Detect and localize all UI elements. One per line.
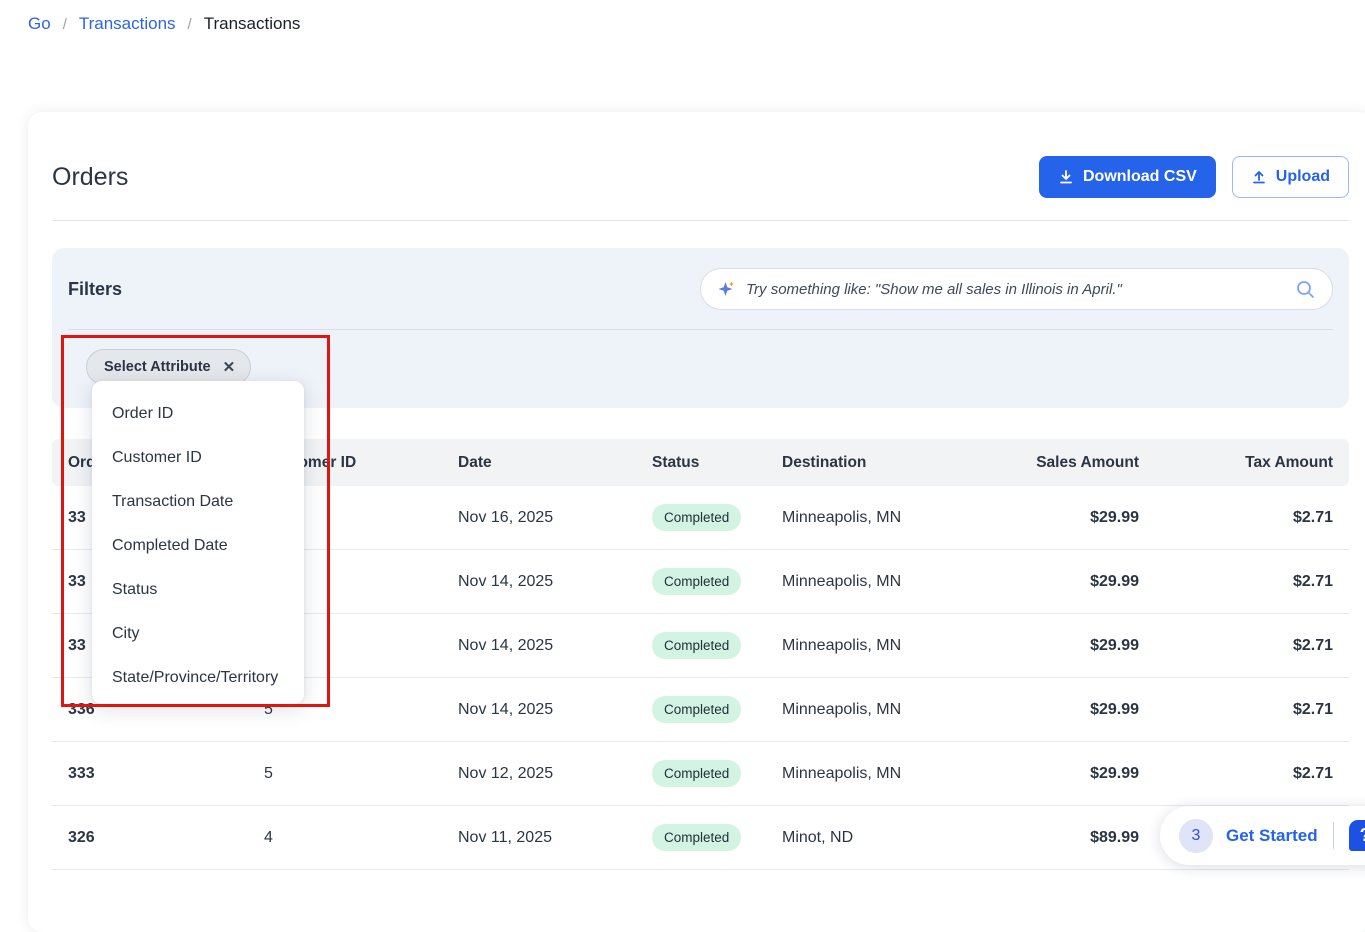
download-icon [1058, 169, 1074, 185]
table-row[interactable]: 33 Nov 14, 2025 Completed Minneapolis, M… [52, 550, 1349, 614]
table-row[interactable]: 333 5 Nov 12, 2025 Completed Minneapolis… [52, 742, 1349, 806]
attribute-dropdown-menu: Order ID Customer ID Transaction Date Co… [92, 381, 304, 704]
help-icon[interactable]: ? [1348, 820, 1365, 851]
card-header: Orders Download CSV Upload [52, 112, 1349, 198]
status-badge: Completed [652, 504, 742, 531]
cell-order-id: 33 [68, 572, 86, 590]
select-attribute-chip[interactable]: Select Attribute ✕ [86, 349, 252, 385]
status-badge: Completed [652, 696, 742, 723]
upload-label: Upload [1275, 168, 1330, 185]
dropdown-item-transaction-date[interactable]: Transaction Date [112, 493, 234, 510]
cell-customer-id: 5 [264, 700, 273, 718]
status-badge: Completed [652, 632, 742, 659]
cell-tax-amount: $2.71 [1292, 508, 1333, 526]
cell-date: Nov 14, 2025 [458, 572, 554, 590]
cell-order-id: 33 [68, 636, 86, 654]
status-badge: Completed [652, 760, 742, 787]
table-row[interactable]: 33 Nov 16, 2025 Completed Minneapolis, M… [52, 486, 1349, 550]
col-header-date: Date [458, 453, 492, 471]
cell-sales-amount: $29.99 [1090, 636, 1139, 654]
dropdown-item-customer-id[interactable]: Customer ID [112, 449, 202, 466]
cell-date: Nov 12, 2025 [458, 764, 554, 782]
cell-sales-amount: $29.99 [1090, 508, 1139, 526]
dropdown-item-state-province-territory[interactable]: State/Province/Territory [112, 669, 279, 686]
cell-sales-amount: $29.99 [1090, 764, 1139, 782]
filters-title: Filters [68, 278, 123, 299]
breadcrumb-link-transactions[interactable]: Transactions [78, 14, 176, 33]
cell-tax-amount: $2.71 [1292, 700, 1333, 718]
cell-tax-amount: $2.71 [1292, 636, 1333, 654]
select-attribute-label: Select Attribute [104, 359, 211, 375]
page-title: Orders [52, 162, 129, 191]
close-icon[interactable]: ✕ [222, 358, 236, 376]
search-input[interactable] [746, 280, 1285, 298]
cell-order-id: 333 [68, 764, 95, 782]
get-started-count-badge: 3 [1179, 818, 1213, 853]
col-header-tax-amount: Tax Amount [1245, 453, 1333, 471]
cell-sales-amount: $29.99 [1090, 700, 1139, 718]
dropdown-item-status[interactable]: Status [112, 581, 158, 598]
toolbar: Download CSV Upload [1039, 156, 1349, 198]
widget-divider [1332, 822, 1334, 849]
sparkle-icon [717, 280, 736, 299]
download-csv-button[interactable]: Download CSV [1039, 156, 1216, 198]
upload-button[interactable]: Upload [1231, 156, 1349, 198]
upload-icon [1251, 169, 1267, 185]
cell-destination: Minneapolis, MN [782, 572, 902, 590]
cell-order-id: 33 [68, 508, 86, 526]
cell-tax-amount: $2.71 [1292, 572, 1333, 590]
table-row[interactable]: 336 5 Nov 14, 2025 Completed Minneapolis… [52, 678, 1349, 742]
search-icon[interactable] [1295, 279, 1316, 300]
cell-sales-amount: $89.99 [1090, 828, 1139, 846]
cell-destination: Minneapolis, MN [782, 636, 902, 654]
dropdown-item-city[interactable]: City [112, 625, 140, 642]
filters-divider [68, 329, 1333, 330]
download-csv-label: Download CSV [1083, 168, 1197, 185]
col-header-status: Status [652, 453, 700, 471]
cell-date: Nov 14, 2025 [458, 636, 554, 654]
get-started-widget: 3 Get Started ? [1160, 806, 1365, 865]
cell-customer-id: 4 [264, 828, 273, 846]
col-header-sales-amount: Sales Amount [1036, 453, 1139, 471]
cell-destination: Minot, ND [782, 828, 854, 846]
cell-date: Nov 14, 2025 [458, 700, 554, 718]
status-badge: Completed [652, 824, 742, 851]
cell-destination: Minneapolis, MN [782, 700, 902, 718]
status-badge: Completed [652, 568, 742, 595]
breadcrumb-current: Transactions [203, 14, 301, 33]
breadcrumb: Go / Transactions / Transactions [28, 14, 300, 34]
breadcrumb-link-go[interactable]: Go [28, 14, 51, 33]
dropdown-item-completed-date[interactable]: Completed Date [112, 537, 228, 554]
breadcrumb-separator: / [187, 15, 192, 33]
col-header-destination: Destination [782, 453, 867, 471]
cell-customer-id: 5 [264, 764, 273, 782]
cell-tax-amount: $2.71 [1292, 764, 1333, 782]
cell-destination: Minneapolis, MN [782, 508, 902, 526]
table-row[interactable]: 326 4 Nov 11, 2025 Completed Minot, ND $… [52, 806, 1349, 870]
header-divider [52, 220, 1349, 221]
table-row[interactable]: 33 Nov 14, 2025 Completed Minneapolis, M… [52, 614, 1349, 678]
natural-language-search[interactable] [700, 268, 1333, 310]
cell-destination: Minneapolis, MN [782, 764, 902, 782]
cell-date: Nov 11, 2025 [458, 828, 552, 846]
get-started-link[interactable]: Get Started [1226, 825, 1318, 845]
cell-order-id: 326 [68, 828, 95, 846]
cell-sales-amount: $29.99 [1090, 572, 1139, 590]
breadcrumb-separator: / [62, 15, 67, 33]
cell-date: Nov 16, 2025 [458, 508, 554, 526]
dropdown-item-order-id[interactable]: Order ID [112, 405, 174, 422]
